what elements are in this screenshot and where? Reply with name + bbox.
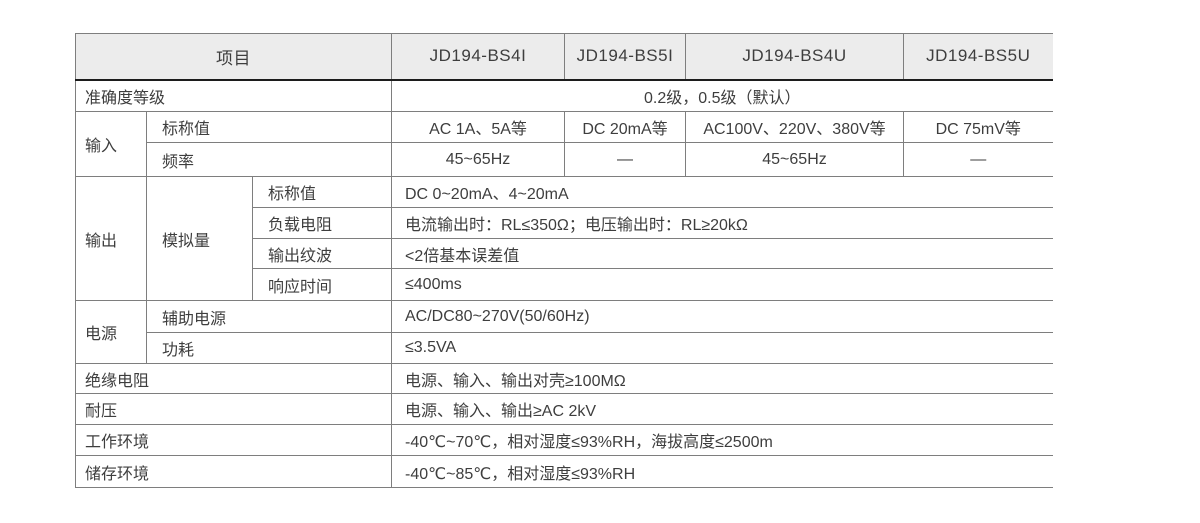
- output-group-label: 输出: [75, 176, 147, 301]
- header-model-bs5u: JD194-BS5U: [903, 33, 1053, 81]
- power-consumption-value: ≤3.5VA: [391, 332, 1053, 364]
- operating-env-value: -40℃~70℃，相对湿度≤93%RH，海拔高度≤2500m: [391, 424, 1053, 456]
- header-model-bs5i: JD194-BS5I: [564, 33, 686, 81]
- output-load-value: 电流输出时：RL≤350Ω；电压输出时：RL≥20kΩ: [391, 207, 1053, 239]
- row-output-response: 响应时间 ≤400ms: [76, 268, 1053, 301]
- row-insulation: 绝缘电阻 电源、输入、输出对壳≥100MΩ: [75, 363, 1053, 394]
- input-frequency-label: 频率: [146, 142, 392, 177]
- storage-env-label: 储存环境: [75, 455, 392, 488]
- header-model-bs4i: JD194-BS4I: [391, 33, 565, 81]
- output-analog-label: 模拟量: [146, 176, 253, 301]
- input-nominal-bs4u: AC100V、220V、380V等: [685, 111, 904, 143]
- insulation-label: 绝缘电阻: [75, 363, 392, 394]
- header-item: 项目: [75, 33, 392, 81]
- output-response-value: ≤400ms: [391, 268, 1053, 301]
- power-consumption-label: 功耗: [146, 332, 392, 364]
- output-ripple-label: 输出纹波: [252, 238, 392, 269]
- output-nominal-label: 标称值: [252, 176, 392, 208]
- power-aux-value: AC/DC80~270V(50/60Hz): [391, 300, 1053, 333]
- power-group-label: 电源: [75, 300, 147, 364]
- operating-env-label: 工作环境: [75, 424, 392, 456]
- input-nominal-bs4i: AC 1A、5A等: [391, 111, 565, 143]
- row-withstand: 耐压 电源、输入、输出≥AC 2kV: [75, 393, 1053, 425]
- insulation-value: 电源、输入、输出对壳≥100MΩ: [391, 363, 1053, 394]
- output-nominal-value: DC 0~20mA、4~20mA: [391, 176, 1053, 208]
- input-frequency-bs4i: 45~65Hz: [391, 142, 565, 177]
- input-nominal-bs5u: DC 75mV等: [903, 111, 1053, 143]
- storage-env-value: -40℃~85℃，相对湿度≤93%RH: [391, 455, 1053, 488]
- product-spec-table: 项目 JD194-BS4I JD194-BS5I JD194-BS4U JD19…: [75, 33, 1053, 488]
- row-output-nominal: 输出 模拟量 标称值 DC 0~20mA、4~20mA: [75, 176, 1053, 301]
- input-frequency-bs5i: —: [564, 142, 686, 177]
- accuracy-value: 0.2级，0.5级（默认）: [391, 79, 1053, 112]
- withstand-value: 电源、输入、输出≥AC 2kV: [391, 393, 1053, 425]
- input-nominal-bs5i: DC 20mA等: [564, 111, 686, 143]
- spec-table-container: 项目 JD194-BS4I JD194-BS5I JD194-BS4U JD19…: [75, 33, 1053, 488]
- row-accuracy: 准确度等级 0.2级，0.5级（默认）: [75, 79, 1053, 112]
- row-power-aux: 电源 辅助电源 AC/DC80~270V(50/60Hz): [75, 300, 1053, 364]
- output-response-label: 响应时间: [252, 268, 392, 301]
- row-storage-env: 储存环境 -40℃~85℃，相对湿度≤93%RH: [75, 455, 1053, 488]
- output-load-label: 负载电阻: [252, 207, 392, 239]
- input-frequency-bs4u: 45~65Hz: [685, 142, 904, 177]
- row-power-consumption: 功耗 ≤3.5VA: [76, 332, 1053, 364]
- row-input-frequency: 频率 45~65Hz — 45~65Hz —: [76, 142, 1053, 177]
- accuracy-label: 准确度等级: [75, 79, 392, 112]
- row-operating-env: 工作环境 -40℃~70℃，相对湿度≤93%RH，海拔高度≤2500m: [75, 424, 1053, 456]
- input-frequency-bs5u: —: [903, 142, 1053, 177]
- row-input-nominal: 输入 标称值 AC 1A、5A等 DC 20mA等 AC100V、220V、38…: [75, 111, 1053, 177]
- input-nominal-label: 标称值: [146, 111, 392, 143]
- header-row: 项目 JD194-BS4I JD194-BS5I JD194-BS4U JD19…: [75, 33, 1053, 81]
- power-aux-label: 辅助电源: [146, 300, 392, 333]
- output-ripple-value: <2倍基本误差值: [391, 238, 1053, 269]
- header-model-bs4u: JD194-BS4U: [685, 33, 904, 81]
- input-group-label: 输入: [75, 111, 147, 177]
- withstand-label: 耐压: [75, 393, 392, 425]
- row-output-load: 负载电阻 电流输出时：RL≤350Ω；电压输出时：RL≥20kΩ: [76, 207, 1053, 239]
